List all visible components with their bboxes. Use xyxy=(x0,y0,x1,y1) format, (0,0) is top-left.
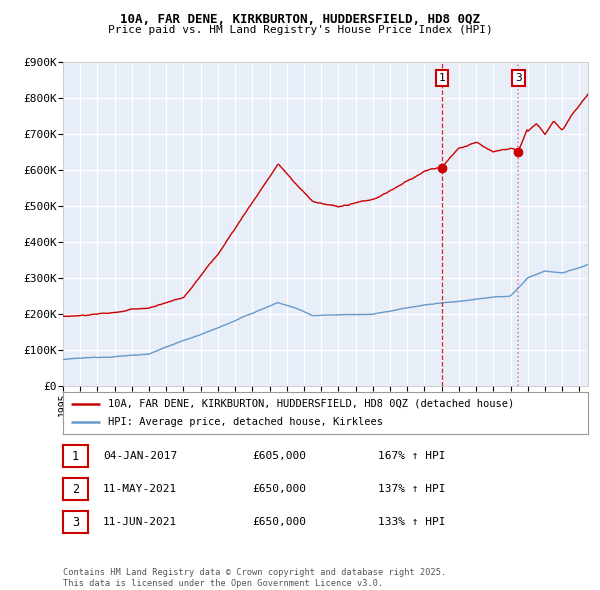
Text: 11-JUN-2021: 11-JUN-2021 xyxy=(103,517,178,527)
Text: 133% ↑ HPI: 133% ↑ HPI xyxy=(378,517,445,527)
Text: 167% ↑ HPI: 167% ↑ HPI xyxy=(378,451,445,461)
Text: £650,000: £650,000 xyxy=(252,484,306,494)
Text: 2: 2 xyxy=(72,483,79,496)
Text: 11-MAY-2021: 11-MAY-2021 xyxy=(103,484,178,494)
Text: 3: 3 xyxy=(515,73,522,83)
Text: HPI: Average price, detached house, Kirklees: HPI: Average price, detached house, Kirk… xyxy=(107,418,383,428)
Text: Contains HM Land Registry data © Crown copyright and database right 2025.
This d: Contains HM Land Registry data © Crown c… xyxy=(63,568,446,588)
Text: 10A, FAR DENE, KIRKBURTON, HUDDERSFIELD, HD8 0QZ (detached house): 10A, FAR DENE, KIRKBURTON, HUDDERSFIELD,… xyxy=(107,398,514,408)
Text: £605,000: £605,000 xyxy=(252,451,306,461)
Text: 1: 1 xyxy=(72,450,79,463)
Text: 137% ↑ HPI: 137% ↑ HPI xyxy=(378,484,445,494)
Text: 1: 1 xyxy=(439,73,445,83)
Text: 04-JAN-2017: 04-JAN-2017 xyxy=(103,451,178,461)
Text: £650,000: £650,000 xyxy=(252,517,306,527)
Text: 10A, FAR DENE, KIRKBURTON, HUDDERSFIELD, HD8 0QZ: 10A, FAR DENE, KIRKBURTON, HUDDERSFIELD,… xyxy=(120,13,480,26)
Text: 3: 3 xyxy=(72,516,79,529)
Text: Price paid vs. HM Land Registry's House Price Index (HPI): Price paid vs. HM Land Registry's House … xyxy=(107,25,493,35)
